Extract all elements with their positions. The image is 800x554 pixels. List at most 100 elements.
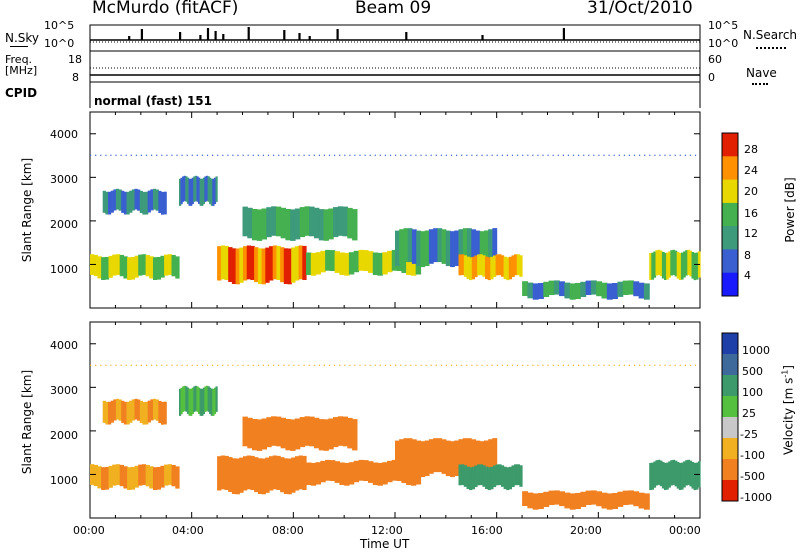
velocity-bands-band-0-slice-17 [153,467,158,490]
velocity-bands-scatter-79 [491,364,493,366]
power-bands-band-3-slice-16 [276,245,281,280]
velocity-bands-band-5-slice-15 [377,462,383,486]
power-bands-band-0-slice-21 [167,254,173,275]
velocity-bands-band-0-slice-22 [171,465,176,487]
nsky-spike-5 [214,31,217,40]
velocity-bands-band-5-slice-16 [382,462,388,485]
power-bands-scatter-102 [608,154,610,156]
power-bands-band-7-slice-14 [495,254,499,276]
velocity-bands-band-0-slice-20 [164,464,169,486]
velocity-bands-scatter-94 [567,364,569,366]
power-bands-scatter-71 [450,154,453,156]
power-bands-band-8-slice-21 [633,281,640,297]
velocity-bands-band-6-slice-20 [479,441,485,478]
power-colorbar-segment-6 [722,272,738,297]
velocity-bands-band-2-slice-13 [199,388,202,416]
velocity-bands-scatter-108 [639,364,641,366]
velocity-bands-band-1-slice-16 [145,401,149,425]
power-bands-band-2-slice-11 [196,176,199,202]
velocity-bands-scatter-53 [359,364,361,366]
velocity-bands-scatter-83 [511,364,514,366]
power-bands-band-8-slice-4 [543,281,550,297]
nsky-spike-2 [179,32,182,40]
power-bands-scatter-13 [156,154,158,156]
velocity-bands-band-8-slice-0 [522,491,528,506]
power-cbar-tick-8: 8 [744,249,751,262]
velocity-bands-band-7-slice-7 [477,464,481,486]
velocity-bands-band-0-slice-19 [160,465,165,488]
power-bands-band-7-slice-7 [477,254,481,276]
velocity-bands-band-9-slice-5 [659,460,663,487]
power-bands-scatter-2 [100,154,102,156]
nsky-spike-3 [199,35,202,40]
velocity-bands-band-8-slice-23 [643,493,650,510]
vel-cbar-tick-m500: -500 [740,470,765,483]
power-bands-band-3-slice-15 [272,245,277,280]
velocity-bands-band-2-slice-2 [182,386,185,412]
velocity-bands-band-0-slice-11 [130,467,136,490]
power-bands-scatter-86 [527,154,529,156]
power-bands-scatter-22 [201,154,203,156]
power-bands-scatter-105 [623,154,625,156]
power-bands-band-6-slice-13 [450,231,455,268]
power-bands-band-2-slice-22 [213,177,217,205]
power-bands-band-2-slice-14 [201,178,204,206]
power-bands-scatter-32 [252,154,254,156]
power-bands-scatter-107 [633,154,636,156]
velocity-colorbar [721,332,739,502]
velocity-bands-band-1-slice-20 [155,399,159,421]
velocity-bands-band-9-slice-22 [695,462,699,490]
velocity-bands-band-1-slice-12 [134,398,138,420]
power-colorbar-segment-0 [722,133,738,157]
velocity-bands-scatter-39 [288,364,290,366]
power-bands-band-3-slice-13 [265,247,270,283]
velocity-ytick-2000: 2000 [50,429,78,442]
power-bands-band-2-slice-21 [212,178,215,206]
velocity-colorbar-frame [721,332,739,502]
velocity-bands-band-6-slice-22 [488,439,493,474]
power-panel-frame [89,111,701,309]
power-bands-scatter-89 [542,154,544,156]
power-bands-band-5-slice-22 [410,252,417,276]
velocity-bands-scatter-30 [242,364,244,366]
nsky-spike-0 [128,36,131,40]
power-bands-scatter-103 [613,154,615,156]
power-bands-band-3-slice-23 [302,245,307,280]
power-bands-scatter-114 [669,154,671,156]
power-bands-scatter-48 [334,154,336,156]
power-bands-scatter-99 [593,154,595,156]
velocity-bands-band-9-slice-12 [674,460,678,487]
power-bands-scatter-1 [95,154,97,156]
velocity-bands-band-0-slice-14 [141,464,147,485]
velocity-bands-band-4-slice-7 [275,416,282,447]
velocity-bands-band-7-slice-2 [463,465,467,487]
velocity-bands-band-3-slice-10 [254,457,259,493]
nsky-spike-14 [562,28,565,40]
power-bands-band-9-slice-10 [670,250,673,276]
velocity-bands-scatter-50 [344,364,346,366]
power-bands-band-6-slice-0 [395,230,400,267]
nsky-spike-1 [140,29,143,40]
velocity-bands-band-9-slice-20 [691,462,695,489]
velocity-bands-band-6-slice-7 [424,440,430,476]
power-bands-band-7-slice-10 [485,256,489,279]
power-bands-band-5-slice-21 [406,252,412,275]
power-bands-band-3-slice-11 [257,248,263,284]
velocity-bands-band-6-slice-18 [471,439,477,474]
velocity-bands-band-2-slice-23 [215,386,218,412]
power-bands-band-2-slice-15 [202,177,205,205]
power-bands-band-9-slice-18 [687,249,690,275]
xtick-0400: 04:00 [172,524,204,537]
velocity-bands-scatter-47 [328,364,331,366]
velocity-bands-scatter-99 [593,364,595,366]
velocity-bands-scatter-41 [298,364,300,366]
power-bands-band-1-slice-12 [134,188,138,210]
nsky-spikes [128,27,565,40]
xtick-0800: 08:00 [272,524,304,537]
velocity-colorbar-segment-1 [722,354,738,376]
velocity-bands-band-6-slice-17 [467,438,472,473]
velocity-bands-band-2-slice-9 [193,386,196,412]
power-bands-scatter-38 [283,154,285,156]
power-bands-scatter-116 [679,154,681,156]
nsearch-lo-label: 10^0 [708,37,739,50]
